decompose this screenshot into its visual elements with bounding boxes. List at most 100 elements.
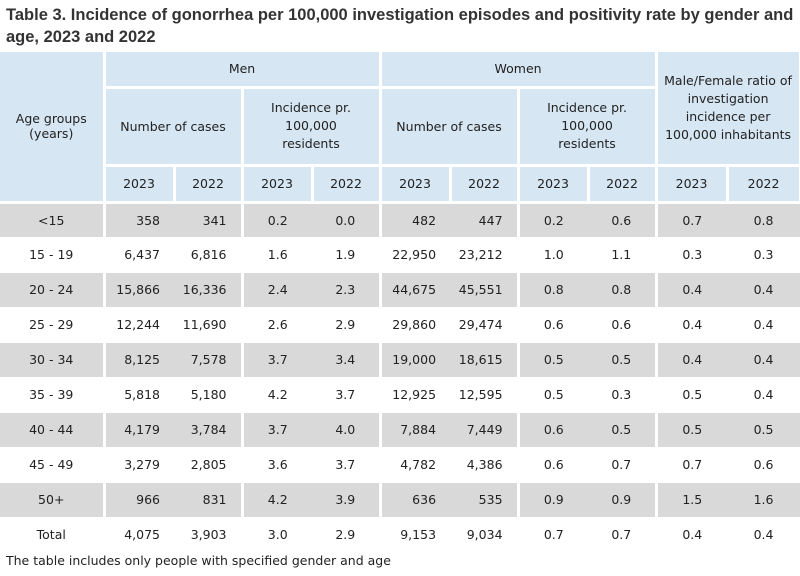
men-incidence-2023-cell: 4.2 (242, 482, 312, 518)
men-incidence-2023-cell: 3.6 (242, 447, 312, 483)
women-cases-header: Number of cases (380, 87, 520, 167)
men-cases-2023-cell: 12,244 (104, 307, 174, 343)
men-incidence-header: Incidence pr. 100,000 residents (242, 87, 382, 167)
women-incidence-2022-cell: 0.5 (588, 412, 658, 448)
women-cases-2022-cell: 447 (450, 202, 520, 238)
year-header: 2022 (450, 165, 520, 204)
year-header: 2023 (104, 165, 176, 204)
women-incidence-header: Incidence pr. 100,000 residents (518, 87, 658, 167)
table-row: 50+ 966 831 4.2 3.9 636 535 0.9 0.9 1.5 … (0, 482, 800, 518)
age-cell: 25 - 29 (0, 307, 106, 343)
men-incidence-2023-cell: 4.2 (242, 377, 312, 413)
table-footnote: The table includes only people with spec… (6, 553, 391, 568)
women-incidence-2022-cell: 1.1 (588, 237, 658, 273)
women-incidence-2023-cell: 0.6 (518, 412, 589, 448)
year-header: 2023 (242, 165, 314, 204)
men-cases-2023-cell: 4,075 (104, 517, 174, 553)
men-cases-2022-cell: 11,690 (174, 307, 244, 343)
men-cases-2023-cell: 4,179 (104, 412, 174, 448)
year-header: 2023 (656, 165, 729, 204)
age-cell: 40 - 44 (0, 412, 106, 448)
ratio-2022-cell: 0.4 (727, 377, 800, 413)
table-title: Table 3. Incidence of gonorrhea per 100,… (6, 6, 794, 46)
women-incidence-2023-cell: 0.5 (518, 342, 589, 378)
men-incidence-2023-cell: 3.7 (242, 412, 312, 448)
year-header: 2022 (312, 165, 382, 204)
men-cases-2022-cell: 16,336 (174, 272, 244, 308)
women-cases-2022-cell: 9,034 (450, 517, 520, 553)
men-cases-2023-cell: 15,866 (104, 272, 174, 308)
women-cases-2023-cell: 29,860 (380, 307, 451, 343)
men-cases-header: Number of cases (104, 87, 244, 167)
men-incidence-2022-cell: 0.0 (312, 202, 382, 238)
men-incidence-2022-cell: 1.9 (312, 237, 382, 273)
men-incidence-2022-cell: 4.0 (312, 412, 382, 448)
ratio-2023-cell: 0.4 (656, 517, 728, 553)
ratio-2022-cell: 0.8 (727, 202, 800, 238)
ratio-2023-cell: 0.4 (656, 307, 728, 343)
women-cases-2023-cell: 19,000 (380, 342, 451, 378)
men-incidence-2022-cell: 2.9 (312, 307, 382, 343)
men-cases-2022-cell: 6,816 (174, 237, 244, 273)
men-incidence-2023-cell: 0.2 (242, 202, 312, 238)
ratio-2022-cell: 0.4 (727, 307, 800, 343)
table-row: <15 358 341 0.2 0.0 482 447 0.2 0.6 0.7 … (0, 202, 800, 238)
ratio-2023-cell: 0.4 (656, 272, 728, 308)
age-cell: Total (0, 517, 106, 553)
women-cases-2023-cell: 636 (380, 482, 451, 518)
women-incidence-2023-cell: 0.6 (518, 447, 589, 483)
table-row: 25 - 29 12,244 11,690 2.6 2.9 29,860 29,… (0, 307, 800, 343)
age-cell: 45 - 49 (0, 447, 106, 483)
men-incidence-2023-cell: 3.7 (242, 342, 312, 378)
ratio-2023-cell: 0.7 (656, 447, 728, 483)
age-cell: 15 - 19 (0, 237, 106, 273)
year-header: 2022 (727, 165, 800, 204)
women-cases-2022-cell: 12,595 (450, 377, 520, 413)
ratio-2022-cell: 0.4 (727, 517, 800, 553)
age-cell: <15 (0, 202, 106, 238)
table-row: 40 - 44 4,179 3,784 3.7 4.0 7,884 7,449 … (0, 412, 800, 448)
year-header: 2023 (518, 165, 590, 204)
table-row: 20 - 24 15,866 16,336 2.4 2.3 44,675 45,… (0, 272, 800, 308)
table-row: 30 - 34 8,125 7,578 3.7 3.4 19,000 18,61… (0, 342, 800, 378)
men-cases-2022-cell: 3,903 (174, 517, 244, 553)
ratio-2023-cell: 0.5 (656, 377, 728, 413)
ratio-2022-cell: 1.6 (727, 482, 800, 518)
age-cell: 30 - 34 (0, 342, 106, 378)
women-cases-2022-cell: 4,386 (450, 447, 520, 483)
table-row: Total 4,075 3,903 3.0 2.9 9,153 9,034 0.… (0, 517, 800, 553)
women-cases-2023-cell: 12,925 (380, 377, 451, 413)
women-incidence-2022-cell: 0.9 (588, 482, 658, 518)
women-incidence-2023-cell: 1.0 (518, 237, 589, 273)
women-cases-2023-cell: 482 (380, 202, 451, 238)
women-incidence-2023-cell: 0.8 (518, 272, 589, 308)
women-incidence-2022-cell: 0.3 (588, 377, 658, 413)
men-incidence-2022-cell: 3.7 (312, 377, 382, 413)
women-incidence-2023-cell: 0.7 (518, 517, 589, 553)
ratio-2023-cell: 0.4 (656, 342, 728, 378)
men-cases-2022-cell: 2,805 (174, 447, 244, 483)
women-cases-2022-cell: 7,449 (450, 412, 520, 448)
women-incidence-2023-cell: 0.9 (518, 482, 589, 518)
ratio-2023-cell: 0.3 (656, 237, 728, 273)
year-header: 2022 (174, 165, 244, 204)
women-cases-2023-cell: 7,884 (380, 412, 451, 448)
women-cases-2023-cell: 22,950 (380, 237, 451, 273)
men-incidence-2023-cell: 1.6 (242, 237, 312, 273)
ratio-2023-cell: 1.5 (656, 482, 728, 518)
men-incidence-2023-cell: 3.0 (242, 517, 312, 553)
men-incidence-2022-cell: 3.9 (312, 482, 382, 518)
women-cases-2022-cell: 535 (450, 482, 520, 518)
women-cases-2022-cell: 29,474 (450, 307, 520, 343)
men-incidence-2023-cell: 2.4 (242, 272, 312, 308)
ratio-2023-cell: 0.7 (656, 202, 728, 238)
age-groups-header: Age groups (years) (0, 52, 106, 204)
women-incidence-2023-cell: 0.6 (518, 307, 589, 343)
men-cases-2023-cell: 358 (104, 202, 174, 238)
year-header: 2023 (380, 165, 452, 204)
table-row: 45 - 49 3,279 2,805 3.6 3.7 4,782 4,386 … (0, 447, 800, 483)
women-cases-2022-cell: 23,212 (450, 237, 520, 273)
ratio-2022-cell: 0.6 (727, 447, 800, 483)
incidence-table: Age groups (years) Men Women Male/Female… (0, 52, 800, 553)
men-header: Men (104, 52, 382, 89)
